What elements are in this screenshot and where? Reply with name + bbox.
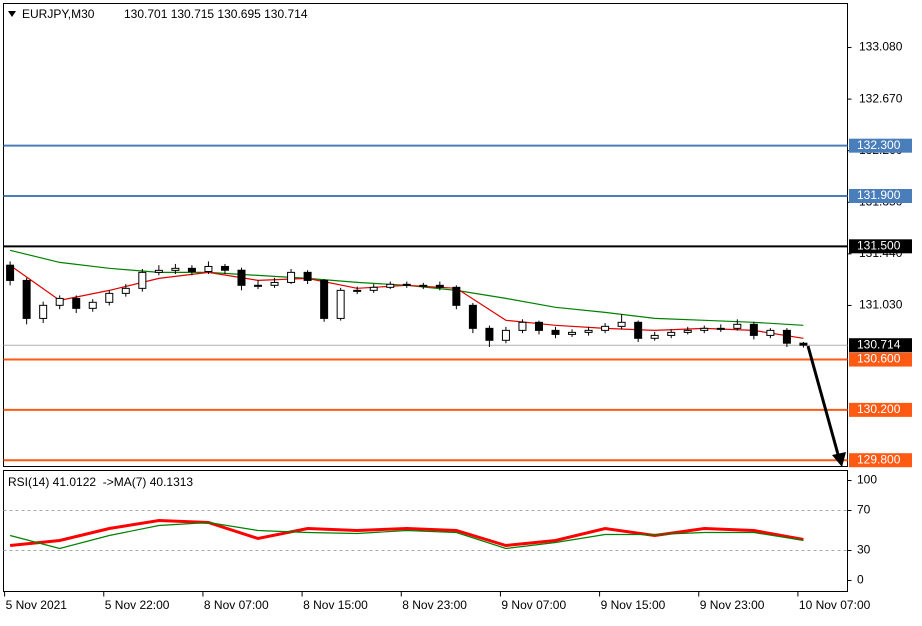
candle-body [6, 264, 15, 281]
candle-body [336, 289, 345, 319]
level-label: 131.500 [857, 238, 901, 252]
candle-body [634, 321, 643, 339]
candle-body [171, 267, 180, 271]
level-label: 132.300 [857, 138, 901, 152]
level-label: 130.200 [857, 402, 901, 416]
y-tick-label: 100 [857, 473, 877, 487]
candle-body [617, 321, 626, 327]
level-label: 129.800 [857, 452, 901, 466]
x-tick-label: 10 Nov 07:00 [799, 598, 871, 612]
candle-body [88, 301, 97, 309]
candle-body [204, 265, 213, 272]
candle-body [518, 321, 527, 331]
candle-body [716, 327, 725, 330]
candle-body [435, 284, 444, 288]
candle-body [683, 329, 692, 333]
x-tick-label: 5 Nov 2021 [6, 598, 68, 612]
level-label-box [849, 138, 912, 153]
candle-body [55, 297, 64, 306]
level-label-box [849, 188, 912, 203]
menu-icon[interactable] [8, 11, 16, 17]
candle-body [303, 271, 312, 281]
candle-body [749, 323, 758, 336]
candle-body [254, 284, 263, 287]
x-tick-label: 5 Nov 22:00 [105, 598, 170, 612]
candle-body [105, 292, 114, 303]
candle-body [700, 327, 709, 331]
candle-body [121, 287, 130, 294]
candle-body [220, 265, 229, 271]
candle-body [386, 283, 395, 288]
candle-body [154, 269, 163, 273]
candle-body [369, 286, 378, 291]
y-tick-label: 132.670 [859, 91, 903, 105]
last-price-box [849, 338, 912, 353]
candle-body [237, 269, 246, 286]
x-tick-label: 8 Nov 23:00 [402, 598, 467, 612]
y-tick-label: 70 [857, 503, 871, 517]
level-label: 131.900 [857, 188, 901, 202]
candle-body [584, 329, 593, 333]
ohlc-text: 130.701 130.715 130.695 130.714 [124, 7, 308, 21]
candle-body [650, 334, 659, 339]
y-tick-label: 30 [857, 543, 871, 557]
candle-body [402, 283, 411, 286]
candle-body [534, 321, 543, 331]
candle-body [733, 323, 742, 329]
x-tick-label: 8 Nov 15:00 [303, 598, 368, 612]
series-line [9, 518, 804, 548]
level-label-box [849, 453, 912, 468]
arrow-shaft [806, 345, 841, 459]
candle-body [468, 304, 477, 329]
x-tick-label: 8 Nov 07:00 [204, 598, 269, 612]
candle-body [419, 284, 428, 287]
candle-body [270, 281, 279, 286]
main-plot [3, 144, 848, 462]
level-label-box [849, 352, 912, 367]
series-line [9, 521, 804, 550]
candle-body [72, 297, 81, 309]
candle-body [452, 286, 461, 306]
candle-body [601, 325, 610, 331]
candle-body [22, 279, 31, 319]
candle-body [501, 329, 510, 341]
candle-body [551, 329, 560, 335]
candle-body [485, 327, 494, 341]
candle-body [353, 289, 362, 292]
rsi-title: RSI(14) 41.0122 ->MA(7) 40.1313 [8, 475, 193, 489]
candle-body [187, 267, 196, 272]
chart-title: EURJPY,M30 [22, 7, 95, 21]
candle-body [138, 271, 147, 289]
arrow-head [832, 452, 846, 467]
y-tick-label: 131.030 [859, 298, 903, 312]
x-tick-label: 9 Nov 07:00 [501, 598, 566, 612]
y-tick-label: 133.080 [859, 40, 903, 54]
candle-body [287, 271, 296, 283]
candle-body [568, 331, 577, 335]
y-tick-label: 0 [857, 573, 864, 587]
candle-body [766, 329, 775, 336]
level-label: 130.600 [857, 352, 901, 366]
forecast-arrow [806, 345, 846, 467]
candle-body [799, 342, 808, 346]
candle-body [39, 304, 48, 319]
rsi-plot [3, 510, 848, 551]
x-tick-label: 9 Nov 15:00 [601, 598, 666, 612]
x-tick-label: 9 Nov 23:00 [700, 598, 765, 612]
candle-body [782, 329, 791, 344]
main-panel [3, 3, 848, 467]
candle-body [320, 279, 329, 319]
last-price-label: 130.714 [857, 337, 901, 351]
candle-body [667, 331, 676, 336]
level-label-box [849, 402, 912, 417]
level-label-box [849, 239, 912, 254]
